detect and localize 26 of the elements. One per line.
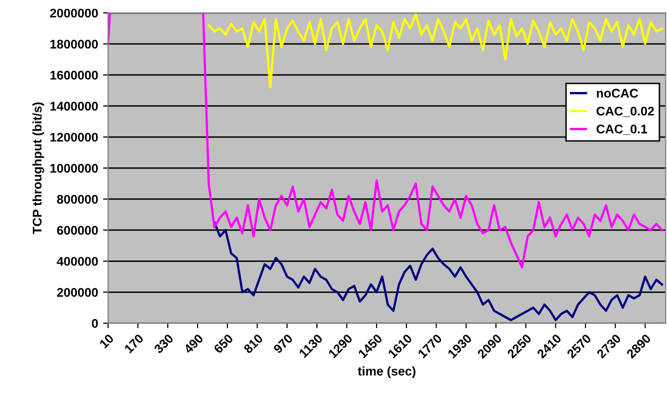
y-tick-label: 1600000 — [50, 70, 98, 80]
y-tick-label: 1200000 — [50, 132, 98, 142]
legend-label: CAC_0.02 — [596, 106, 654, 117]
y-tick-label: 400000 — [56, 256, 98, 266]
y-tick-label: 2000000 — [50, 8, 98, 18]
line-series — [208, 13, 664, 88]
line-series — [108, 12, 664, 268]
x-tick-label: 810 — [243, 334, 264, 354]
y-axis-title: TCP throughput (bit/s) — [32, 102, 44, 234]
legend-label: noCAC — [596, 88, 638, 98]
line-series — [213, 221, 664, 322]
x-tick-label: 650 — [213, 334, 234, 354]
y-tick-label: 1800000 — [50, 40, 98, 49]
y-tick-label: 800000 — [57, 194, 98, 204]
x-tick-label: 330 — [153, 334, 174, 354]
x-tick-label: 490 — [183, 334, 204, 354]
y-tick-label: 200000 — [57, 288, 98, 297]
y-tick-label: 1400000 — [50, 102, 98, 111]
y-tick-label: 0 — [92, 319, 98, 328]
y-tick-label: 1000000 — [50, 164, 98, 173]
x-tick-label: 970 — [272, 334, 294, 354]
legend-label: CAC_0.1 — [596, 124, 648, 135]
x-axis-title: time (sec) — [358, 366, 416, 378]
x-tick-label: 170 — [124, 334, 144, 354]
y-tick-label: 600000 — [57, 226, 98, 235]
x-tick-label: 10 — [99, 334, 114, 349]
